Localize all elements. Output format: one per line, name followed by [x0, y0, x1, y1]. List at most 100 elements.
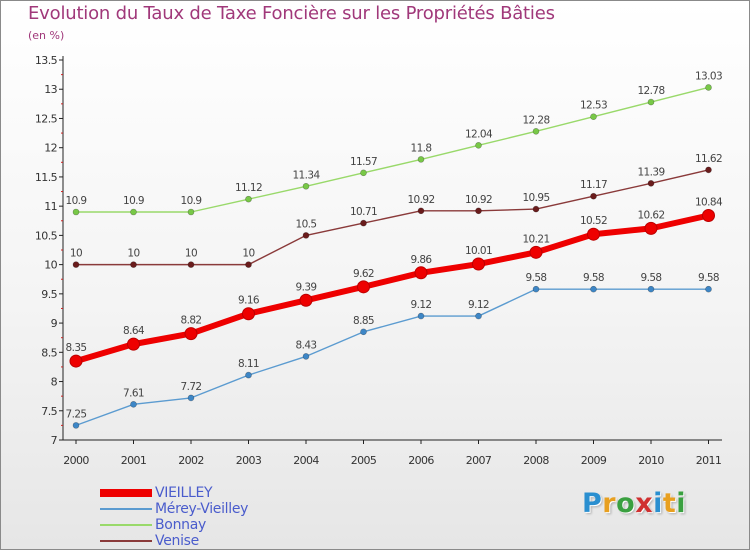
data-point — [472, 257, 485, 271]
data-point — [69, 354, 83, 368]
series-line — [75, 288, 709, 427]
x-tick-label: 2009 — [581, 454, 607, 467]
data-label: 11.12 — [235, 182, 262, 194]
data-point — [644, 221, 658, 235]
data-point — [475, 312, 482, 320]
data-label: 10 — [127, 248, 139, 260]
data-point — [127, 337, 140, 351]
data-label: 11.39 — [637, 166, 664, 178]
legend-label: Bonnay — [155, 517, 206, 533]
series-line — [76, 86, 709, 213]
data-point — [360, 328, 367, 336]
data-point — [184, 327, 198, 341]
data-label: 8.11 — [238, 358, 259, 370]
data-point — [587, 227, 600, 241]
data-point — [705, 166, 712, 174]
data-label: 10.71 — [350, 206, 377, 218]
data-label: 9.58 — [583, 272, 604, 284]
data-label: 11.57 — [350, 156, 377, 168]
y-tick-label: 7 — [51, 434, 58, 447]
y-tick-label: 8 — [51, 376, 58, 389]
logo-letter: o — [616, 488, 636, 519]
data-point — [532, 205, 540, 213]
data-label: 10.92 — [465, 194, 492, 206]
data-label: 10 — [70, 248, 82, 260]
legend-item: VIEILLEY — [100, 485, 320, 501]
data-point — [130, 208, 137, 216]
x-tick-label: 2010 — [638, 454, 664, 467]
data-point — [475, 142, 482, 149]
logo-letter: x — [635, 488, 654, 519]
data-label: 8.82 — [181, 315, 202, 327]
y-tick-label: 7.5 — [41, 405, 57, 418]
y-tick-label: 12.5 — [35, 112, 58, 125]
data-point — [475, 207, 482, 215]
legend-label: Mérey-Vieilley — [155, 501, 249, 517]
data-point — [187, 208, 195, 216]
data-label: 10.84 — [695, 197, 723, 209]
legend-swatch — [100, 508, 152, 510]
data-label: 9.62 — [353, 268, 374, 280]
data-point — [417, 207, 425, 215]
data-label: 10.92 — [407, 194, 434, 206]
y-tick-label: 13.5 — [35, 54, 58, 67]
data-point — [647, 98, 655, 106]
data-label: 10.01 — [465, 245, 492, 257]
y-tick-label: 8.5 — [41, 346, 57, 359]
data-label: 10 — [185, 248, 197, 260]
x-tick-label: 2003 — [236, 454, 262, 467]
data-label: 7.72 — [181, 381, 202, 393]
proxiti-logo: Proxiti — [582, 488, 686, 519]
series-line — [76, 169, 709, 266]
data-label: 10.9 — [181, 195, 202, 207]
y-tick-label: 9.5 — [41, 288, 57, 301]
data-label: 9.58 — [526, 272, 547, 284]
data-point — [705, 285, 712, 293]
y-tick-label: 13 — [44, 83, 57, 96]
data-label: 9.39 — [296, 281, 317, 293]
data-point — [130, 261, 137, 268]
data-point — [245, 261, 252, 268]
data-point — [532, 128, 540, 135]
legend-label: Venise — [155, 533, 199, 549]
y-tick-label: 11 — [44, 200, 57, 213]
x-tick-label: 2005 — [351, 454, 377, 467]
x-tick-label: 2006 — [408, 454, 434, 467]
logo-letter: P — [582, 488, 603, 519]
data-label: 12.78 — [637, 85, 664, 97]
data-point — [242, 307, 255, 321]
x-tick-label: 2011 — [696, 454, 722, 467]
data-point — [647, 180, 655, 187]
data-point — [417, 156, 425, 163]
data-point — [187, 261, 195, 268]
chart-unit-label: (en %) — [28, 29, 65, 42]
data-point — [72, 208, 80, 216]
y-tick-label: 9 — [51, 317, 58, 330]
y-tick-label: 10.5 — [35, 229, 58, 242]
data-point — [705, 84, 712, 91]
data-label: 10.62 — [637, 209, 664, 221]
data-label: 7.25 — [66, 408, 87, 420]
data-label: 10 — [242, 248, 254, 260]
logo-letter: i — [676, 488, 687, 519]
data-point — [590, 285, 597, 293]
data-label: 9.16 — [238, 295, 260, 307]
data-label: 8.35 — [66, 342, 87, 354]
x-tick-label: 2002 — [178, 454, 204, 467]
data-point — [414, 266, 428, 280]
data-label: 10.9 — [66, 195, 87, 207]
data-label: 10.9 — [123, 195, 144, 207]
data-point — [130, 401, 137, 408]
legend-item: Venise — [100, 533, 320, 549]
legend-swatch — [100, 540, 152, 542]
legend-swatch — [100, 489, 152, 497]
data-label: 12.28 — [522, 114, 549, 126]
data-point — [72, 261, 80, 268]
data-label: 10.21 — [522, 233, 549, 245]
data-label: 10.95 — [522, 192, 549, 204]
data-point — [360, 219, 367, 227]
data-point — [360, 169, 367, 177]
data-point — [590, 192, 597, 200]
